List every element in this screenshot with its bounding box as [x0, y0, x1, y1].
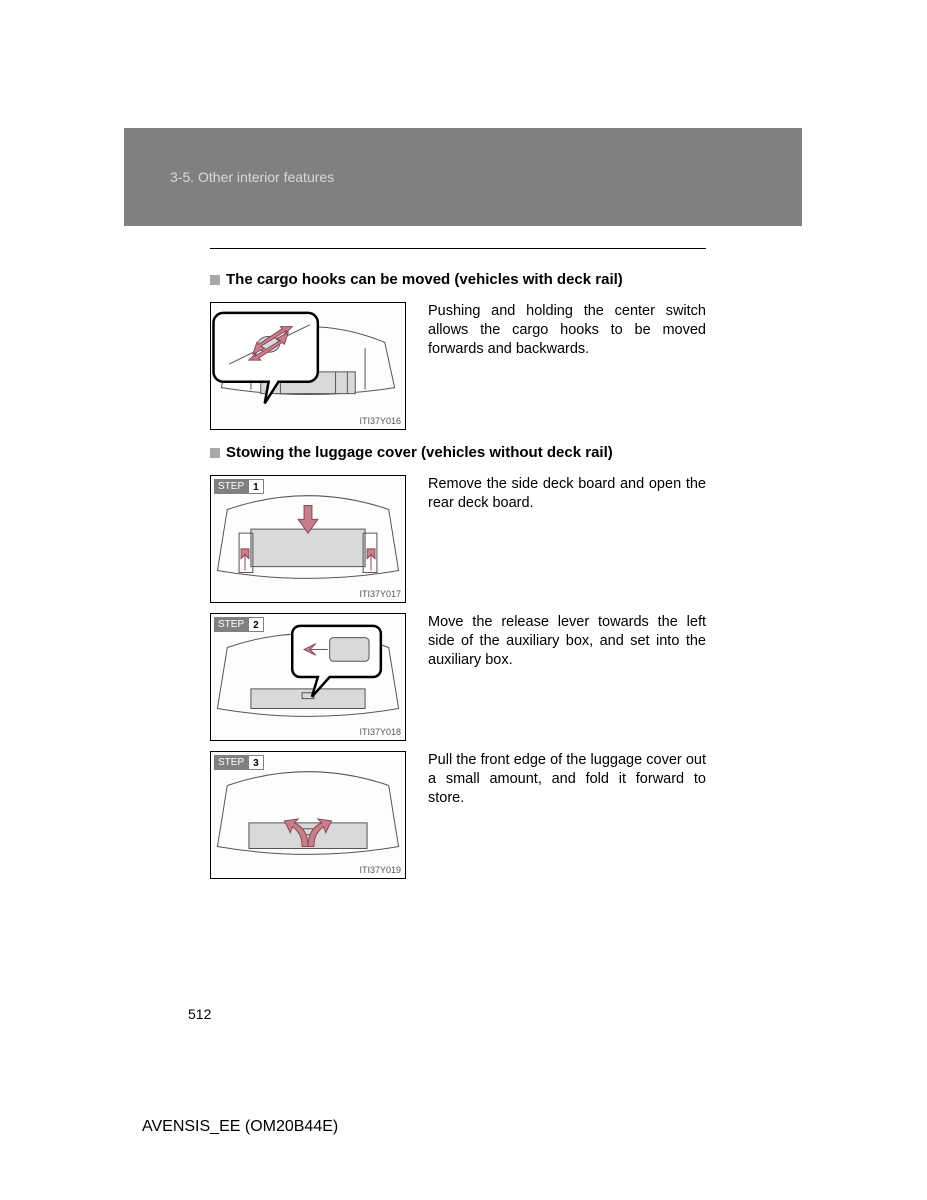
- figure-code: ITI37Y018: [359, 727, 401, 737]
- step-number: 1: [248, 479, 264, 494]
- cargo-illustration: [211, 303, 405, 429]
- document-code: AVENSIS_EE (OM20B44E): [142, 1118, 338, 1136]
- instruction-row: ITI37Y016 Pushing and holding the center…: [210, 302, 706, 430]
- figure-code: ITI37Y016: [359, 416, 401, 426]
- step-badge: STEP 3: [214, 755, 264, 770]
- step-label: STEP: [214, 479, 248, 494]
- step-number: 3: [248, 755, 264, 770]
- step-label: STEP: [214, 755, 248, 770]
- section-heading-text: Stowing the luggage cover (vehicles with…: [226, 444, 613, 461]
- step-badge: STEP 2: [214, 617, 264, 632]
- section-header: 3-5. Other interior features: [124, 128, 802, 226]
- instruction-row: STEP 1 ITI37Y017 Remove the side deck bo…: [210, 475, 706, 603]
- instruction-text: Remove the side deck board and open the …: [428, 475, 706, 513]
- page-content: The cargo hooks can be moved (vehicles w…: [210, 248, 706, 889]
- cargo-illustration: [211, 614, 405, 740]
- figure-code: ITI37Y017: [359, 589, 401, 599]
- figure: STEP 2 ITI37Y018: [210, 613, 406, 741]
- bullet-icon: [210, 448, 220, 458]
- instruction-row: STEP 3 ITI37Y019 Pull the front edge of …: [210, 751, 706, 879]
- step-badge: STEP 1: [214, 479, 264, 494]
- instruction-text: Move the release lever towards the left …: [428, 613, 706, 670]
- instruction-text: Pushing and holding the center switch al…: [428, 302, 706, 359]
- section-heading-text: The cargo hooks can be moved (vehicles w…: [226, 271, 623, 288]
- figure: STEP 1 ITI37Y017: [210, 475, 406, 603]
- section-heading: Stowing the luggage cover (vehicles with…: [210, 444, 706, 461]
- instruction-row: STEP 2 ITI37Y018 Move the release lever …: [210, 613, 706, 741]
- section-heading: The cargo hooks can be moved (vehicles w…: [210, 271, 706, 288]
- step-label: STEP: [214, 617, 248, 632]
- instruction-text: Pull the front edge of the luggage cover…: [428, 751, 706, 808]
- figure: ITI37Y016: [210, 302, 406, 430]
- page-number: 512: [188, 1006, 211, 1022]
- divider: [210, 248, 706, 249]
- figure-code: ITI37Y019: [359, 865, 401, 875]
- bullet-icon: [210, 275, 220, 285]
- cargo-illustration: [211, 752, 405, 878]
- cargo-illustration: [211, 476, 405, 602]
- step-number: 2: [248, 617, 264, 632]
- figure: STEP 3 ITI37Y019: [210, 751, 406, 879]
- section-header-label: 3-5. Other interior features: [170, 169, 334, 185]
